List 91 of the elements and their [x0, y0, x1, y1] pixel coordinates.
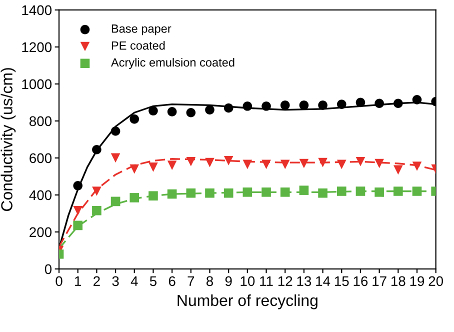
- y-axis-title: Conductivity (us/cm): [0, 68, 16, 211]
- point: [92, 186, 102, 196]
- point: [110, 126, 120, 136]
- point: [262, 101, 271, 111]
- point: [148, 191, 158, 201]
- legend-label: Base paper: [112, 24, 172, 36]
- point: [412, 162, 422, 171]
- point: [73, 220, 83, 230]
- y-tick-label: 600: [30, 153, 52, 164]
- point: [167, 107, 177, 116]
- point: [336, 100, 346, 109]
- x-tick-label: 18: [391, 276, 406, 286]
- x-tick-label: 20: [428, 276, 444, 286]
- point: [205, 188, 214, 198]
- point: [186, 188, 196, 198]
- point: [412, 186, 422, 196]
- point: [186, 108, 196, 118]
- point: [374, 158, 384, 168]
- point: [280, 188, 290, 197]
- x-tick-label: 11: [260, 276, 273, 286]
- point: [224, 188, 234, 198]
- point: [374, 98, 384, 108]
- x-tick-label: 15: [334, 276, 349, 286]
- point: [356, 98, 366, 108]
- point: [167, 160, 177, 170]
- point: [412, 95, 422, 104]
- point: [205, 158, 214, 168]
- point: [262, 188, 271, 197]
- y-tick-label: 200: [30, 227, 52, 238]
- point: [148, 106, 158, 116]
- x-tick-label: 16: [354, 276, 368, 286]
- y-tick-label: 0: [44, 264, 52, 274]
- x-tick-label: 6: [168, 276, 176, 286]
- point: [299, 100, 309, 110]
- point: [394, 98, 403, 108]
- x-tick-label: 8: [206, 276, 214, 286]
- point: [167, 189, 177, 199]
- point: [130, 114, 140, 124]
- y-tick-label: 1400: [22, 5, 52, 16]
- y-tick-label: 400: [29, 190, 52, 200]
- x-tick-label: 7: [188, 276, 194, 286]
- point: [130, 193, 140, 202]
- point: [299, 186, 309, 195]
- x-tick-label: 1: [75, 276, 82, 286]
- point: [242, 160, 252, 170]
- x-tick-label: 3: [112, 276, 119, 286]
- x-tick-label: 12: [278, 276, 292, 286]
- point: [336, 160, 346, 170]
- point: [92, 144, 102, 154]
- point: [73, 181, 83, 190]
- x-tick-label: 13: [297, 276, 312, 286]
- point: [92, 206, 102, 216]
- x-tick-label: 4: [130, 276, 138, 286]
- point: [318, 100, 328, 110]
- point: [280, 100, 290, 110]
- x-tick-label: 10: [240, 276, 255, 286]
- point: [186, 156, 196, 166]
- point: [242, 188, 252, 197]
- point: [242, 101, 252, 111]
- point: [110, 153, 120, 163]
- point: [205, 105, 214, 115]
- point: [224, 103, 234, 113]
- point: [336, 186, 346, 196]
- point: [280, 160, 290, 170]
- point: [73, 206, 83, 216]
- point: [148, 162, 158, 172]
- x-tick-label: 9: [225, 276, 232, 286]
- point: [356, 186, 366, 196]
- point: [130, 164, 140, 174]
- x-tick-label: 14: [316, 276, 330, 286]
- point: [299, 158, 309, 168]
- x-axis-title: Number of recycling: [178, 294, 318, 310]
- point: [262, 160, 271, 170]
- x-tick-label: 5: [150, 276, 157, 286]
- point: [394, 165, 403, 175]
- legend-label: Acrylic emulsion coated: [110, 58, 234, 69]
- y-tick-label: 1000: [22, 79, 52, 90]
- legend-label: PE coated: [112, 41, 165, 50]
- y-tick-label: 800: [30, 116, 52, 126]
- point: [394, 186, 403, 196]
- x-tick-label: 2: [94, 276, 100, 286]
- point: [318, 188, 328, 198]
- y-tick-label: 1200: [22, 42, 52, 52]
- x-tick-label: 17: [372, 276, 386, 286]
- x-tick-label: 0: [56, 276, 62, 286]
- point: [318, 158, 328, 168]
- point: [374, 188, 384, 197]
- point: [110, 196, 120, 206]
- x-tick-label: 19: [410, 276, 424, 286]
- point: [356, 156, 366, 166]
- point: [224, 156, 234, 166]
